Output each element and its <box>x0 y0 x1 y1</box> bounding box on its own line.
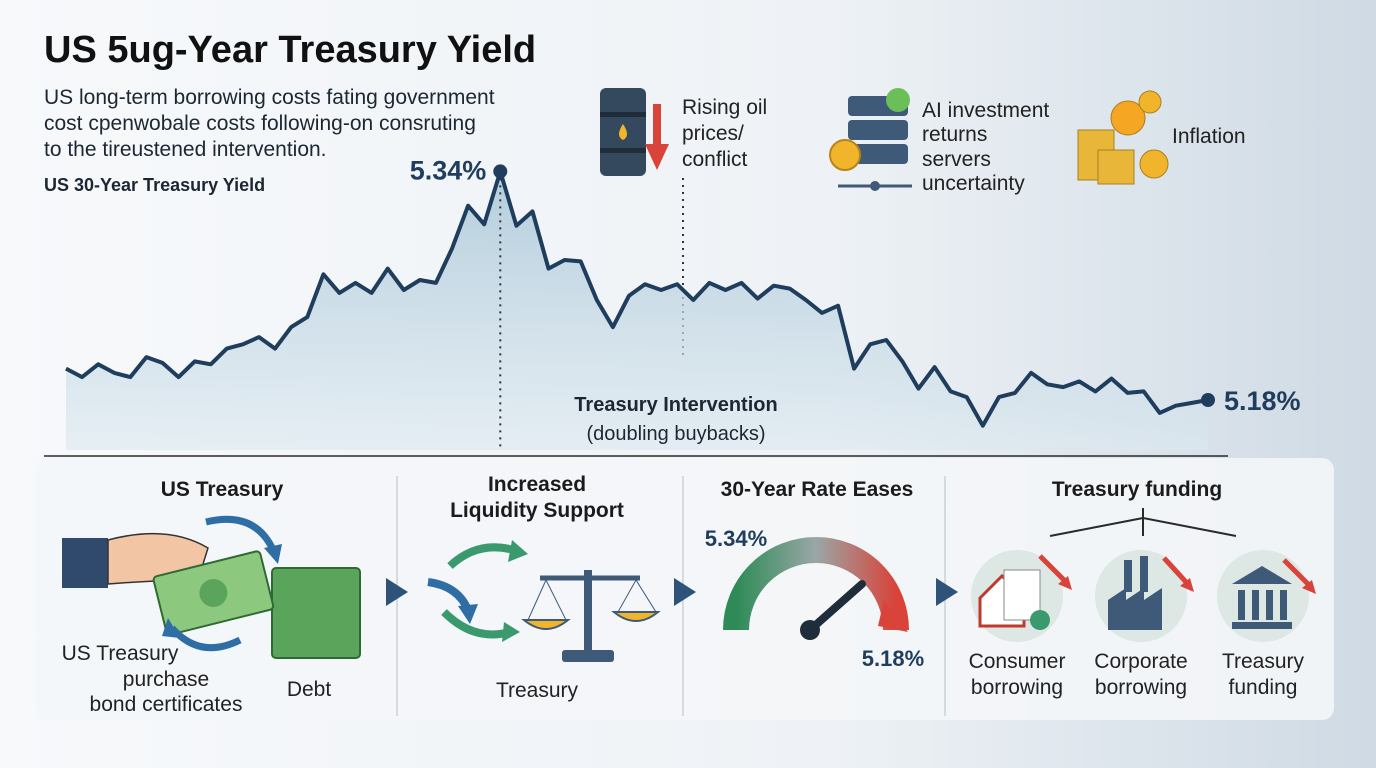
gauge-label: 5.34% <box>705 526 767 551</box>
panel-label: Treasury <box>1222 650 1305 673</box>
panel-title: Increased <box>488 473 586 496</box>
panel-title: Treasury funding <box>1052 478 1222 501</box>
panel-label: borrowing <box>1095 676 1187 699</box>
subtitle: to the tireustened intervention. <box>44 138 327 161</box>
panel-label: funding <box>1229 676 1298 699</box>
panel-label: bond certificates <box>90 693 243 716</box>
panel-label: Debt <box>287 678 332 701</box>
driver-label: servers <box>922 148 991 171</box>
driver-label: prices/ <box>682 122 744 145</box>
coins-icon <box>1077 90 1169 185</box>
driver-label: AI investment <box>922 99 1049 122</box>
driver-label: conflict <box>682 148 748 171</box>
money-icon <box>62 515 361 659</box>
annotation: Treasury Intervention <box>574 394 777 416</box>
point-marker <box>1201 393 1215 407</box>
panel-title: 30-Year Rate Eases <box>721 478 914 501</box>
panel-label: Consumer <box>969 650 1066 673</box>
driver-label: returns <box>922 123 987 146</box>
point-marker <box>493 164 508 179</box>
panel-label: borrowing <box>971 676 1063 699</box>
line-chart: 5.34% 5.18% <box>65 155 1301 450</box>
panel-label: Corporate <box>1094 650 1187 673</box>
panel-label: Treasury <box>496 679 579 702</box>
gauge-label: 5.18% <box>862 646 924 671</box>
subtitle: cost cpenwobale costs following-on consr… <box>44 112 476 135</box>
branch-arrows <box>1049 508 1237 537</box>
line-area <box>66 171 1208 450</box>
scale-icon <box>427 540 661 662</box>
gauge-icon <box>723 537 909 640</box>
subtitle: US long-term borrowing costs fating gove… <box>44 86 495 109</box>
annotation: (doubling buybacks) <box>587 423 766 445</box>
driver-label: Inflation <box>1172 125 1246 148</box>
value-label: 5.18% <box>1224 386 1301 416</box>
line <box>65 169 1209 428</box>
driver-label: Rising oil <box>682 96 767 119</box>
panel-title: US Treasury <box>161 478 284 501</box>
panel-label: US Treasury <box>62 642 179 665</box>
series-label: US 30-Year Treasury Yield <box>44 175 265 195</box>
funding-icons <box>971 550 1316 642</box>
oil-icon <box>600 88 669 176</box>
panel-label: purchase <box>123 668 209 691</box>
server-icon <box>829 88 912 191</box>
title: US 5ug-Year Treasury Yield <box>44 29 536 71</box>
value-label: 5.34% <box>410 155 487 185</box>
panel-title: Liquidity Support <box>450 499 624 522</box>
flow-arrows <box>386 578 958 606</box>
driver-label: uncertainty <box>922 172 1025 195</box>
